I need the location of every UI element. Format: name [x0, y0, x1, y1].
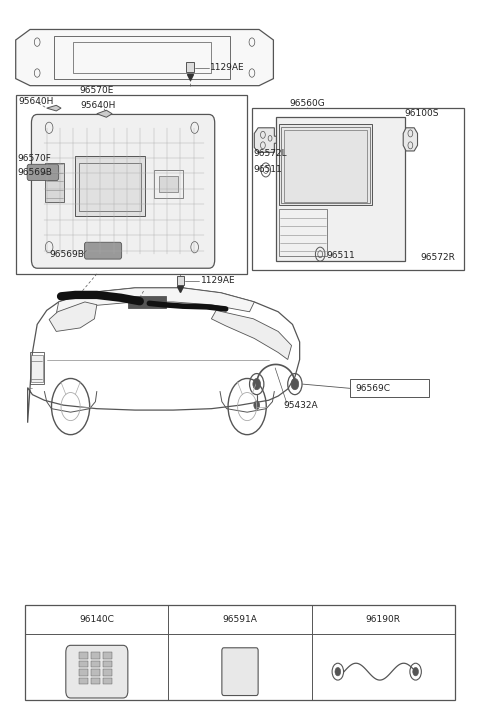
Bar — [91, 678, 100, 684]
Bar — [284, 130, 367, 202]
Text: 95640H: 95640H — [80, 101, 116, 110]
Bar — [16, 94, 247, 274]
Polygon shape — [49, 302, 97, 331]
Bar — [75, 156, 144, 216]
Polygon shape — [16, 30, 274, 85]
Bar — [91, 669, 100, 675]
Text: 1129AE: 1129AE — [210, 63, 245, 72]
Bar — [279, 209, 327, 257]
Polygon shape — [56, 288, 254, 314]
Text: 96572L: 96572L — [253, 149, 287, 158]
FancyBboxPatch shape — [84, 243, 121, 259]
Bar — [177, 276, 184, 285]
Bar — [79, 669, 88, 675]
Text: 96190R: 96190R — [366, 615, 401, 625]
Bar — [54, 37, 230, 79]
FancyBboxPatch shape — [27, 164, 59, 180]
Polygon shape — [254, 128, 278, 152]
Bar — [281, 127, 370, 203]
Circle shape — [254, 401, 260, 410]
Bar — [186, 63, 194, 72]
Bar — [31, 355, 43, 382]
Text: 95640H: 95640H — [18, 97, 53, 106]
Text: 96591A: 96591A — [223, 615, 257, 625]
Bar — [45, 163, 64, 202]
Circle shape — [335, 668, 341, 676]
Text: 96569C: 96569C — [356, 384, 391, 393]
Text: 96570F: 96570F — [17, 154, 51, 163]
Text: 95432A: 95432A — [283, 400, 318, 410]
Polygon shape — [97, 110, 112, 117]
FancyBboxPatch shape — [32, 114, 215, 268]
Text: 96560G: 96560G — [289, 99, 324, 108]
FancyBboxPatch shape — [66, 645, 128, 698]
Bar — [103, 661, 112, 667]
Circle shape — [413, 668, 419, 676]
Text: 96511: 96511 — [327, 251, 356, 260]
Polygon shape — [403, 128, 418, 151]
Bar — [79, 163, 141, 211]
Polygon shape — [28, 288, 300, 423]
Bar — [79, 652, 88, 658]
Circle shape — [253, 379, 261, 390]
Bar — [159, 176, 178, 192]
Bar — [79, 678, 88, 684]
Text: 96569B: 96569B — [49, 250, 84, 259]
Bar — [91, 661, 100, 667]
Polygon shape — [211, 310, 291, 360]
Bar — [154, 170, 183, 198]
Bar — [276, 117, 405, 262]
Bar — [279, 124, 372, 205]
Bar — [73, 42, 211, 73]
Text: 96572R: 96572R — [420, 253, 455, 262]
Bar — [30, 352, 44, 384]
Circle shape — [291, 379, 299, 390]
Text: 96140C: 96140C — [79, 615, 114, 625]
Bar — [103, 669, 112, 675]
Bar — [252, 108, 464, 269]
Text: 96100S: 96100S — [405, 109, 439, 118]
Text: 1129AE: 1129AE — [201, 276, 236, 285]
FancyBboxPatch shape — [222, 648, 258, 696]
Bar — [350, 379, 429, 397]
Bar — [103, 678, 112, 684]
Bar — [79, 661, 88, 667]
Text: 96511: 96511 — [253, 165, 282, 173]
Text: 96569B: 96569B — [17, 168, 52, 177]
Bar — [103, 652, 112, 658]
Bar — [128, 295, 166, 308]
Bar — [91, 652, 100, 658]
Text: 96570E: 96570E — [80, 86, 114, 95]
Polygon shape — [47, 105, 61, 111]
Bar — [25, 606, 455, 700]
